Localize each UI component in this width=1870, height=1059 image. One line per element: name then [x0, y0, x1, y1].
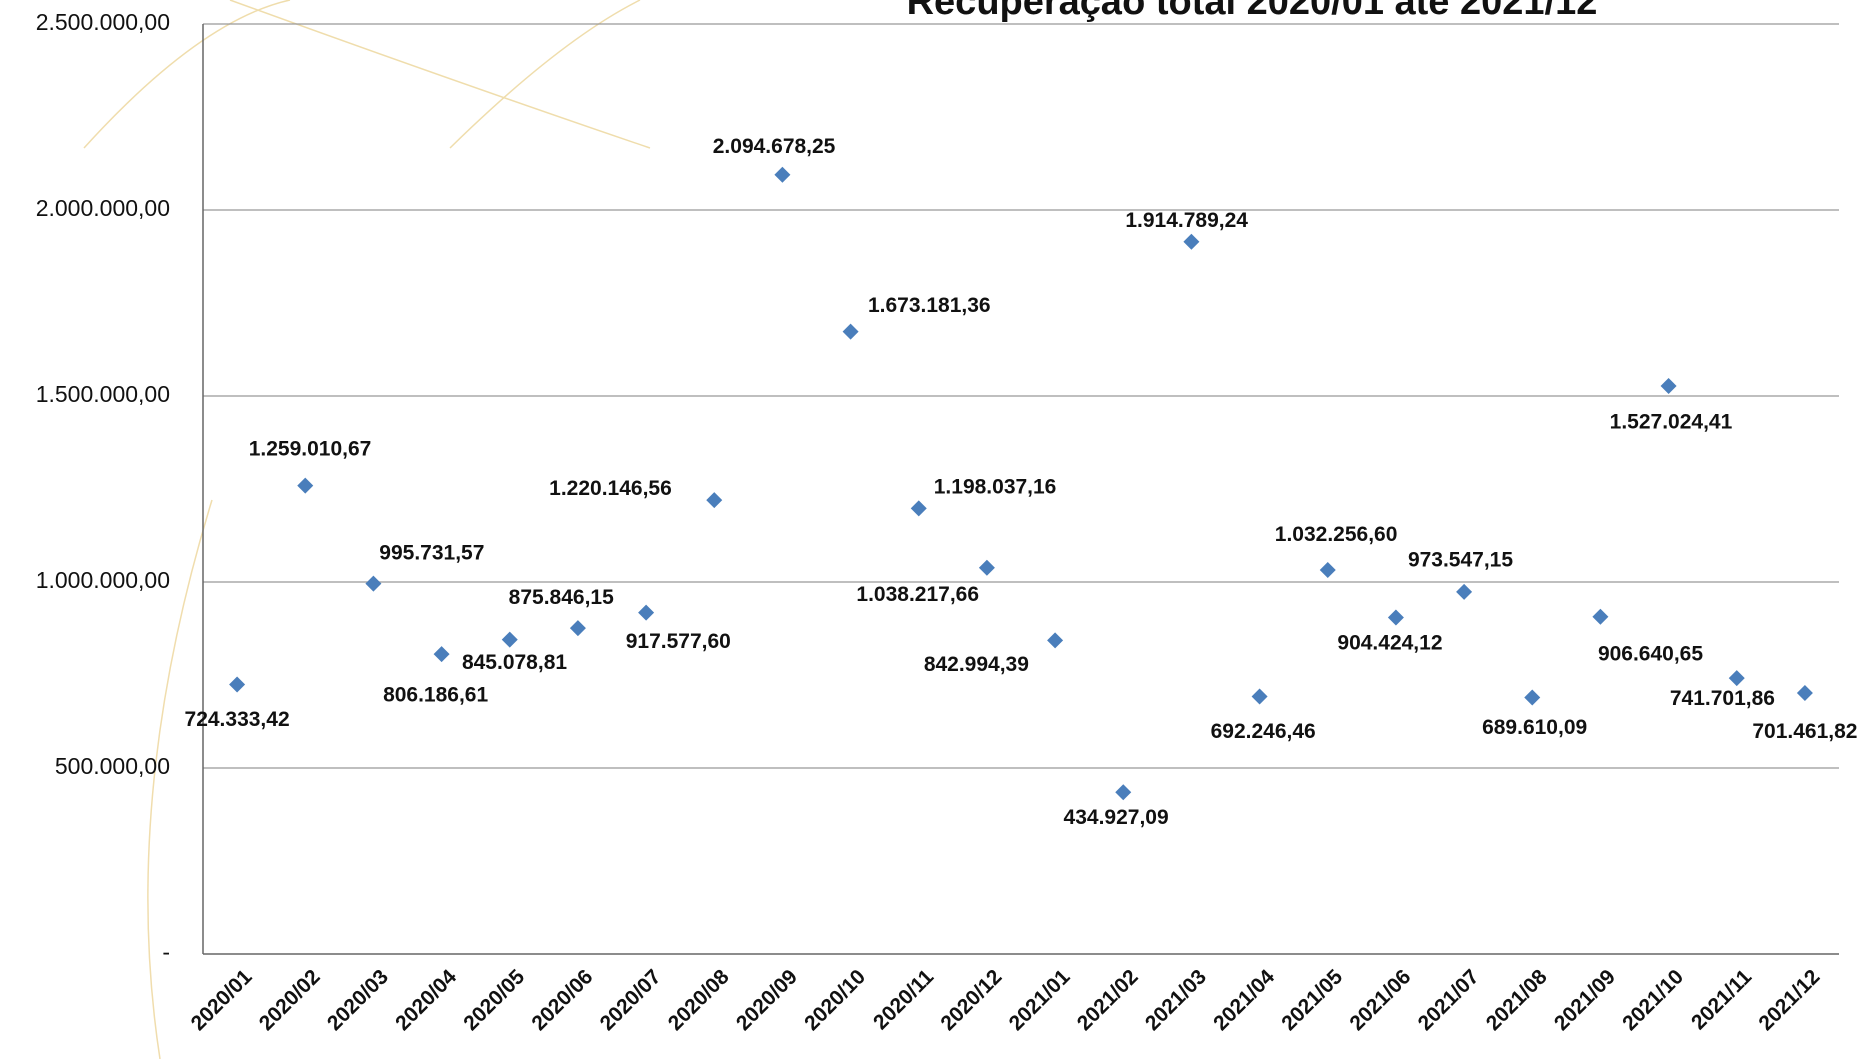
value-label: 2.094.678,25	[713, 135, 836, 158]
x-tick-label: 2020/02	[255, 965, 325, 1035]
value-label: 1.673.181,36	[868, 294, 991, 317]
value-label: 1.220.146,56	[549, 477, 672, 500]
x-tick-label: 2021/05	[1277, 965, 1347, 1035]
x-tick-label: 2021/02	[1073, 965, 1143, 1035]
data-point	[911, 500, 927, 516]
x-tick-label: 2020/05	[459, 965, 529, 1035]
page: {"chart_data": {"type": "line", "title":…	[0, 0, 1870, 1059]
data-point	[1524, 689, 1540, 705]
x-tick-label: 2020/01	[187, 965, 257, 1035]
x-tick-label: 2020/03	[323, 965, 393, 1035]
value-label: 1.032.256,60	[1275, 523, 1398, 546]
x-tick-label: 2020/12	[936, 965, 1006, 1035]
chart-title: Recuperação total 2020/01 até 2021/12	[907, 0, 1598, 23]
data-point	[1797, 685, 1813, 701]
value-label: 875.846,15	[509, 586, 614, 609]
value-label: 842.994,39	[924, 653, 1029, 676]
x-tick-label: 2021/11	[1687, 965, 1756, 1034]
x-tick-label: 2021/08	[1482, 965, 1552, 1035]
data-point	[1388, 610, 1404, 626]
value-label: 1.038.217,66	[856, 583, 979, 606]
y-tick-label: 2.500.000,00	[36, 9, 170, 35]
x-tick-label: 2021/06	[1345, 965, 1415, 1035]
data-point	[1252, 688, 1268, 704]
x-tick-label: 2021/03	[1141, 965, 1211, 1035]
data-point	[502, 632, 518, 648]
x-tick-label: 2020/06	[527, 965, 597, 1035]
value-label: 845.078,81	[462, 651, 567, 674]
data-point	[297, 478, 313, 494]
data-point	[365, 576, 381, 592]
x-tick-label: 2020/11	[869, 965, 938, 1034]
data-point	[1047, 632, 1063, 648]
x-tick-label: 2021/10	[1618, 965, 1688, 1035]
data-point	[1729, 670, 1745, 686]
x-tick-label: 2020/10	[800, 965, 870, 1035]
data-point	[229, 677, 245, 693]
value-label: 741.701,86	[1670, 687, 1775, 710]
data-point	[1661, 378, 1677, 394]
data-point	[434, 646, 450, 662]
data-point	[706, 492, 722, 508]
value-label: 973.547,15	[1408, 548, 1513, 571]
value-label: 1.198.037,16	[934, 476, 1057, 499]
x-tick-label: 2021/04	[1209, 965, 1279, 1035]
value-label: 806.186,61	[383, 683, 488, 706]
data-point	[843, 324, 859, 340]
y-tick-label: -	[162, 939, 170, 965]
decoration	[84, 0, 650, 1059]
y-tick-label: 500.000,00	[55, 753, 170, 779]
x-tick-label: 2021/01	[1005, 965, 1075, 1035]
value-label: 917.577,60	[626, 630, 731, 653]
value-label: 904.424,12	[1337, 631, 1442, 654]
data-point	[1183, 234, 1199, 250]
value-label: 692.246,46	[1211, 720, 1316, 743]
value-label: 995.731,57	[379, 541, 484, 564]
data-point	[570, 620, 586, 636]
data-point	[1320, 562, 1336, 578]
value-label: 906.640,65	[1598, 642, 1703, 665]
data-point	[638, 605, 654, 621]
y-tick-label: 1.500.000,00	[36, 381, 170, 407]
data-point	[1115, 784, 1131, 800]
data-point	[979, 560, 995, 576]
y-tick-label: 2.000.000,00	[36, 195, 170, 221]
y-tick-label: 1.000.000,00	[36, 567, 170, 593]
x-tick-label: 2021/09	[1550, 965, 1620, 1035]
value-label: 1.914.789,24	[1125, 209, 1248, 232]
value-label: 1.527.024,41	[1610, 410, 1733, 433]
value-label: 689.610,09	[1482, 716, 1587, 739]
data-point	[1592, 609, 1608, 625]
x-tick-label: 2021/07	[1414, 965, 1484, 1035]
x-tick-label: 2021/12	[1754, 965, 1824, 1035]
value-label: 701.461,82	[1752, 720, 1857, 743]
chart: Recuperação total 2020/01 até 2021/12 - 5…	[0, 0, 1870, 1059]
data-point	[774, 167, 790, 183]
value-label: 1.259.010,67	[249, 437, 372, 460]
value-label: 434.927,09	[1064, 806, 1169, 829]
x-tick-label: 2020/09	[732, 965, 802, 1035]
x-tick-label: 2020/08	[664, 965, 734, 1035]
x-tick-label: 2020/07	[596, 965, 666, 1035]
x-tick-label: 2020/04	[391, 965, 461, 1035]
value-label: 724.333,42	[185, 708, 290, 731]
data-point	[1456, 584, 1472, 600]
